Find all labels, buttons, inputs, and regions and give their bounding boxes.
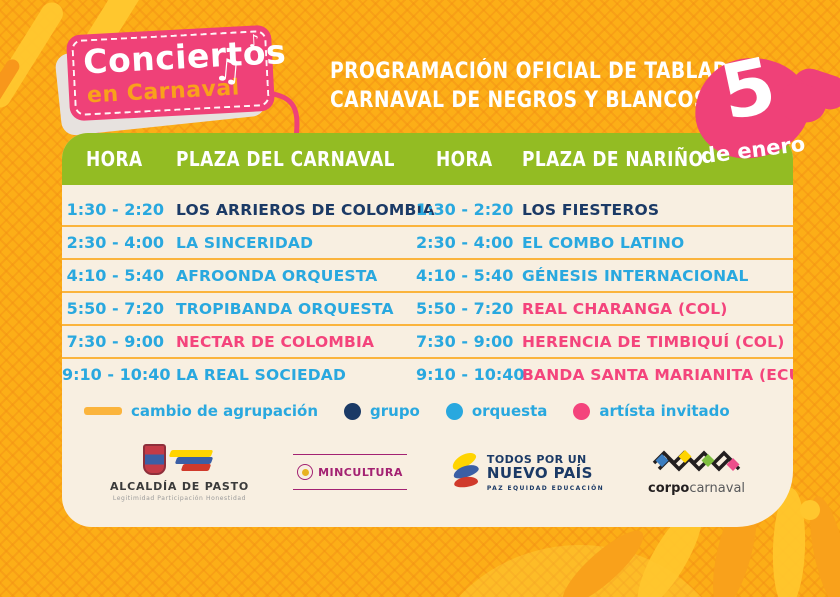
music-note-double-icon: ♫ bbox=[212, 51, 244, 91]
act-cell: REAL CHARANGA (COL) bbox=[522, 299, 728, 318]
music-note-icon: ♪ bbox=[247, 31, 260, 52]
act-cell: TROPIBANDA ORQUESTA bbox=[176, 299, 394, 318]
time-cell: 9:10 - 10:40 bbox=[62, 365, 171, 384]
time-cell: 7:30 - 9:00 bbox=[66, 332, 164, 351]
act-cell: HERENCIA DE TIMBIQUÍ (COL) bbox=[522, 332, 785, 351]
table-row: 7:30 - 9:00 NECTAR DE COLOMBIA 7:30 - 9:… bbox=[62, 326, 793, 359]
legend: cambio de agrupación grupo orquesta artí… bbox=[84, 402, 793, 420]
table-row: 4:10 - 5:40 AFROONDA ORQUESTA 4:10 - 5:4… bbox=[62, 260, 793, 293]
time-cell: 5:50 - 7:20 bbox=[66, 299, 164, 318]
table-row: 2:30 - 4:00 LA SINCERIDAD 2:30 - 4:00 EL… bbox=[62, 227, 793, 260]
act-cell: AFROONDA ORQUESTA bbox=[176, 266, 378, 285]
legend-dot-swatch bbox=[573, 402, 591, 420]
time-cell: 5:50 - 7:20 bbox=[416, 299, 514, 318]
column-header-plaza-de-narino: PLAZA DE NARIÑO bbox=[522, 147, 704, 171]
legend-item-orquesta: orquesta bbox=[445, 402, 547, 420]
time-cell: 9:10 - 10:40 bbox=[416, 365, 525, 384]
alcaldia-de-pasto-logo: ALCALDÍA DE PASTO Legitimidad Participac… bbox=[110, 442, 249, 502]
nuevo-pais-line2: NUEVO PAÍS bbox=[486, 463, 593, 482]
time-cell: 4:10 - 5:40 bbox=[416, 266, 514, 285]
column-header-plaza-del-carnaval: PLAZA DEL CARNAVAL bbox=[176, 147, 395, 171]
nuevo-pais-tagline: PAZ EQUIDAD EDUCACIÓN bbox=[486, 484, 605, 492]
schedule-rows: 1:30 - 2:20 LOS ARRIEROS DE COLOMBIA 1:3… bbox=[62, 194, 793, 390]
legend-item-artista-invitado: artísta invitado bbox=[573, 402, 730, 420]
column-header-hora-narino: HORA bbox=[435, 147, 493, 171]
yellow-ray-decoration bbox=[0, 0, 68, 112]
time-cell: 7:30 - 9:00 bbox=[416, 332, 514, 351]
act-cell: BANDA SANTA MARIANITA (ECU) bbox=[522, 365, 793, 384]
act-cell: NECTAR DE COLOMBIA bbox=[176, 332, 375, 351]
alcaldia-tagline: Legitimidad Participación Honestidad bbox=[112, 495, 247, 502]
act-cell: LOS FIESTEROS bbox=[522, 200, 660, 219]
corpocarnaval-logo: corpocarnaval bbox=[648, 448, 745, 496]
time-cell: 2:30 - 4:00 bbox=[66, 233, 164, 252]
legend-dot-swatch bbox=[344, 402, 361, 420]
corpocarnaval-name: corpocarnaval bbox=[648, 481, 746, 496]
act-cell: LA SINCERIDAD bbox=[176, 233, 314, 252]
legend-item-grupo: grupo bbox=[344, 402, 420, 420]
time-cell: 2:30 - 4:00 bbox=[416, 233, 514, 252]
alcaldia-name: ALCALDÍA DE PASTO bbox=[109, 480, 250, 493]
table-header: HORA PLAZA DEL CARNAVAL HORA PLAZA DE NA… bbox=[62, 133, 793, 185]
yellow-dot-decoration bbox=[800, 500, 820, 520]
legend-line-swatch bbox=[84, 407, 122, 415]
schedule-card: HORA PLAZA DEL CARNAVAL HORA PLAZA DE NA… bbox=[62, 133, 793, 527]
mincultura-name: MINCULTURA bbox=[318, 465, 403, 479]
time-cell: 1:30 - 2:20 bbox=[416, 200, 514, 219]
legend-item-cambio: cambio de agrupación bbox=[84, 402, 318, 420]
act-cell: LOS ARRIEROS DE COLOMBIA bbox=[176, 200, 435, 219]
mincultura-emblem-icon bbox=[297, 464, 314, 480]
column-header-hora-carnaval: HORA bbox=[85, 147, 143, 171]
pasto-crest-icon bbox=[143, 443, 166, 475]
nuevo-pais-line1: TODOS POR UN bbox=[486, 452, 587, 466]
mincultura-logo: MINCULTURA bbox=[293, 454, 407, 490]
colombia-flag-icon bbox=[168, 448, 216, 471]
corpocarnaval-zigzag-icon bbox=[652, 450, 740, 472]
act-cell: GÉNESIS INTERNACIONAL bbox=[522, 266, 749, 285]
date-day: 5 bbox=[712, 39, 784, 138]
legend-dot-swatch bbox=[445, 402, 463, 420]
act-cell: EL COMBO LATINO bbox=[522, 233, 685, 252]
time-cell: 4:10 - 5:40 bbox=[66, 266, 164, 285]
time-cell: 1:30 - 2:20 bbox=[66, 200, 164, 219]
act-cell: LA REAL SOCIEDAD bbox=[176, 365, 347, 384]
todos-por-un-nuevo-pais-logo: TODOS POR UN NUEVO PAÍS PAZ EQUIDAD EDUC… bbox=[449, 449, 605, 493]
table-row: 9:10 - 10:40 LA REAL SOCIEDAD 9:10 - 10:… bbox=[62, 359, 793, 390]
table-row: 1:30 - 2:20 LOS ARRIEROS DE COLOMBIA 1:3… bbox=[62, 194, 793, 227]
title-line-1: PROGRAMACIÓN OFICIAL DE TABLADOS bbox=[330, 59, 759, 84]
table-row: 5:50 - 7:20 TROPIBANDA ORQUESTA 5:50 - 7… bbox=[62, 293, 793, 326]
sponsor-logos: ALCALDÍA DE PASTO Legitimidad Participac… bbox=[62, 442, 793, 502]
colombia-ribbon-icon bbox=[449, 449, 481, 493]
event-badge: Conciertos en Carnaval ♪ ♫ bbox=[65, 24, 287, 122]
